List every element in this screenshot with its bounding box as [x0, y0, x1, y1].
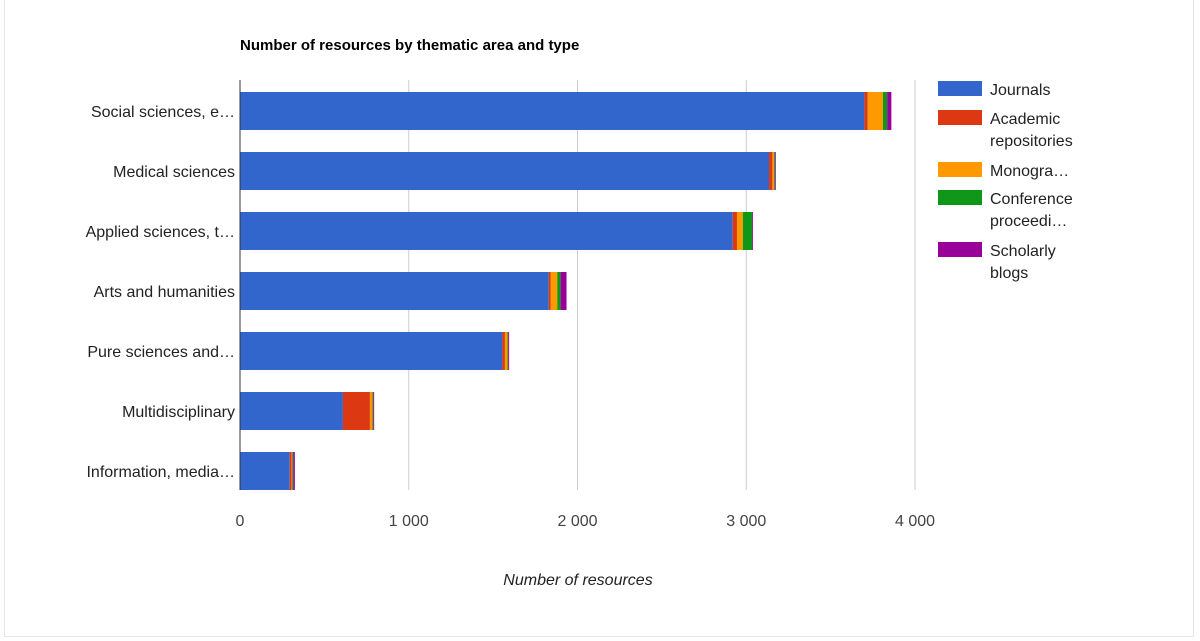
x-tick-label: 4 000	[895, 513, 935, 530]
bar-segment	[774, 152, 776, 190]
legend-swatch	[938, 110, 982, 125]
bar-segment	[240, 332, 503, 370]
bar-segment	[550, 272, 558, 310]
legend-label: repositories	[990, 133, 1073, 150]
bars	[240, 92, 892, 490]
bar-segment	[508, 332, 510, 370]
category-label: Applied sciences, t…	[86, 224, 235, 241]
x-tick-label: 0	[236, 513, 245, 530]
bar-segment	[240, 392, 343, 430]
legend: Journals Academic repositories Monogra… Conf…	[938, 81, 1073, 282]
legend-swatch	[938, 190, 982, 205]
category-labels: Social sciences, e… Medical sciences Appli…	[86, 104, 235, 481]
x-tick-label: 1 000	[389, 513, 429, 530]
legend-label: Journals	[990, 82, 1050, 99]
bar-segment	[887, 92, 892, 130]
bar-segment	[240, 92, 865, 130]
category-label: Information, media…	[86, 464, 235, 481]
bar-segment	[240, 452, 290, 490]
chart-frame	[4, 0, 1194, 637]
x-axis-title: Number of resources	[503, 572, 652, 589]
legend-swatch	[938, 162, 982, 177]
bar-segment	[769, 152, 773, 190]
legend-swatch	[938, 81, 982, 96]
bar-segment	[742, 212, 753, 250]
bar-segment	[240, 272, 549, 310]
category-label: Social sciences, e…	[91, 104, 235, 121]
bar-segment	[293, 452, 295, 490]
bar-segment	[732, 212, 737, 250]
bar-segment	[369, 392, 373, 430]
bar-segment	[342, 392, 370, 430]
legend-swatch	[938, 242, 982, 257]
chart-title: Number of resources by thematic area and…	[240, 37, 579, 54]
bar-segment	[560, 272, 567, 310]
bar-segment	[736, 212, 743, 250]
bar-segment	[502, 332, 505, 370]
legend-label: Conference	[990, 191, 1073, 208]
legend-label: proceedi…	[990, 213, 1067, 230]
legend-label: Academic	[990, 111, 1060, 128]
bar-segment	[240, 212, 733, 250]
gridlines	[408, 80, 916, 490]
bar-segment	[507, 332, 509, 370]
bar-segment	[772, 152, 775, 190]
category-label: Multidisciplinary	[122, 404, 235, 421]
legend-label: Scholarly	[990, 243, 1056, 260]
bar-segment	[289, 452, 292, 490]
bar-segment	[867, 92, 883, 130]
x-tick-labels: 0 1 000 2 000 3 000 4 000	[236, 513, 936, 530]
bar-segment	[774, 152, 775, 190]
bar-segment	[752, 212, 753, 250]
bar-segment	[504, 332, 508, 370]
category-label: Arts and humanities	[94, 284, 235, 301]
bar-segment	[373, 392, 375, 430]
x-tick-label: 3 000	[726, 513, 766, 530]
legend-label: Monogra…	[990, 163, 1069, 180]
x-tick-label: 2 000	[557, 513, 597, 530]
bar-segment	[292, 452, 294, 490]
category-label: Pure sciences and…	[87, 344, 235, 361]
category-label: Medical sciences	[113, 164, 235, 181]
bar-segment	[372, 392, 374, 430]
bar-segment	[548, 272, 551, 310]
bar-segment	[240, 152, 770, 190]
bar-segment	[291, 452, 293, 490]
legend-label: blogs	[990, 265, 1028, 282]
bar-segment	[557, 272, 561, 310]
bar-segment	[882, 92, 888, 130]
bar-segment	[864, 92, 868, 130]
